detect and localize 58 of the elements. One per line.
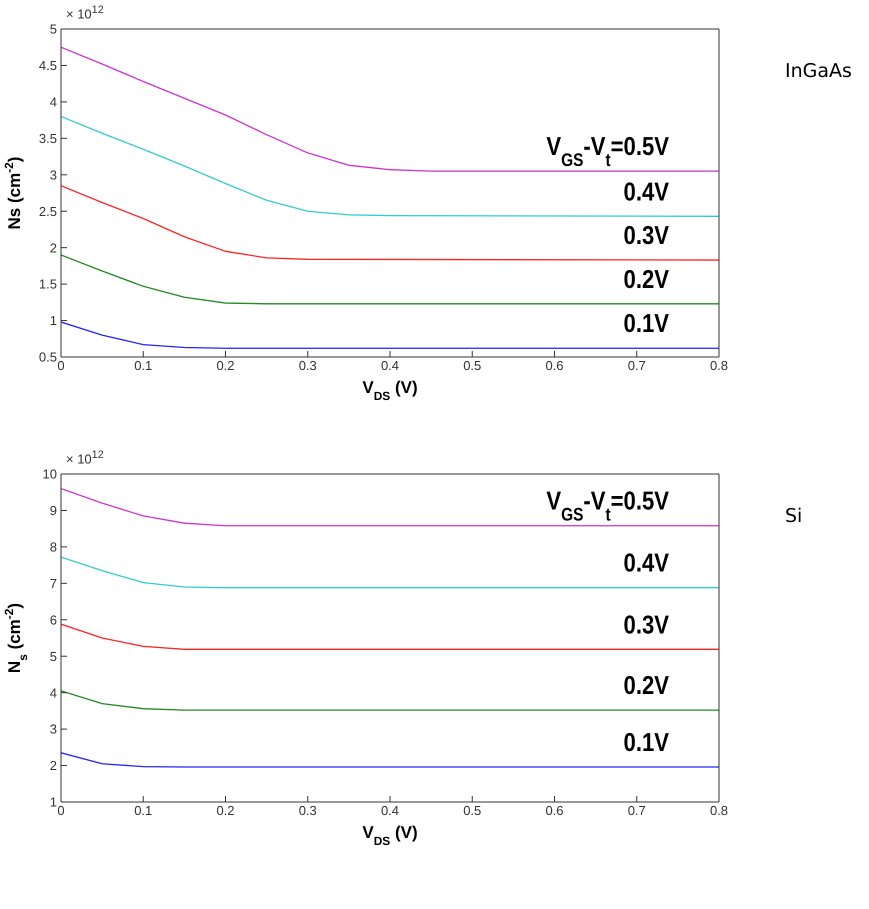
- line-series: [61, 116, 719, 217]
- x-tick-label: 0.5: [463, 358, 482, 374]
- series-label: V$_{GS}$-V$_{t}$=0.5V: [546, 132, 669, 170]
- x-axis-title: V$_{DS}$ (V): [362, 823, 418, 848]
- y-tick-label: 3.5: [38, 130, 57, 146]
- series-label: 0.3V: [624, 610, 669, 640]
- text: InGaAs: [785, 60, 852, 82]
- y-tick-label: 10: [42, 466, 57, 482]
- x-tick-label: 0.3: [298, 803, 317, 818]
- x-tick-label: 0.8: [710, 358, 728, 374]
- line-series: [61, 752, 719, 768]
- y-tick-label: 1: [50, 794, 57, 810]
- y-tick-label: 5: [50, 22, 57, 37]
- series-label: 0.1V: [624, 728, 669, 758]
- x-tick-label: 0.1: [134, 358, 152, 374]
- x-axis-title: V$_{DS}$ (V): [362, 378, 418, 403]
- x-tick-label: 0.6: [545, 803, 564, 818]
- x-tick-label: 0.4: [380, 803, 400, 818]
- y-tick-label: 2.5: [38, 204, 57, 219]
- y-tick-label: 1.5: [38, 276, 57, 292]
- x-tick-label: 0.7: [628, 803, 646, 818]
- series-label: 0.4V: [624, 549, 669, 578]
- series-label: 0.3V: [624, 221, 669, 251]
- y-tick-label: 3: [50, 167, 57, 182]
- x-tick-label: 0.2: [216, 358, 235, 374]
- x-tick-label: 0.3: [298, 358, 317, 374]
- series-label: 0.2V: [624, 265, 669, 294]
- y-tick-label: 4: [50, 94, 57, 110]
- x-tick-label: 0: [57, 803, 65, 818]
- y-tick-label: 5: [50, 648, 57, 664]
- x-tick-label: 0.6: [545, 358, 564, 374]
- x-tick-label: 0: [57, 358, 65, 374]
- x-tick-label: 0.7: [628, 358, 646, 374]
- y-tick-label: 8: [50, 540, 57, 555]
- x-tick-label: 0.8: [710, 803, 728, 818]
- text: × 10$^{12}$: [66, 449, 104, 466]
- line-series: [61, 488, 719, 526]
- y-tick-label: 1: [50, 313, 57, 328]
- y-tick-label: 9: [50, 503, 57, 518]
- y-tick-label: 3: [50, 722, 57, 737]
- text: × 10$^{12}$: [66, 4, 104, 22]
- line-series: [61, 46, 719, 172]
- x-tick-label: 0.2: [216, 803, 235, 818]
- x-tick-label: 0.5: [463, 803, 482, 818]
- series-label: V$_{GS}$-V$_{t}$=0.5V: [546, 487, 669, 524]
- x-tick-label: 0.4: [380, 358, 400, 374]
- y-tick-label: 4: [50, 685, 57, 700]
- line-series: [61, 254, 719, 304]
- text: Si: [785, 505, 802, 527]
- y-tick-label: 2: [50, 758, 57, 774]
- y-tick-label: 2: [50, 240, 57, 256]
- series-label: 0.1V: [624, 310, 669, 339]
- x-tick-label: 0.1: [134, 803, 152, 818]
- y-tick-label: 7: [50, 576, 57, 591]
- series-label: 0.2V: [624, 672, 669, 701]
- y-tick-label: 4.5: [38, 58, 57, 74]
- y-tick-label: 6: [50, 612, 57, 628]
- series-label: 0.4V: [624, 178, 669, 207]
